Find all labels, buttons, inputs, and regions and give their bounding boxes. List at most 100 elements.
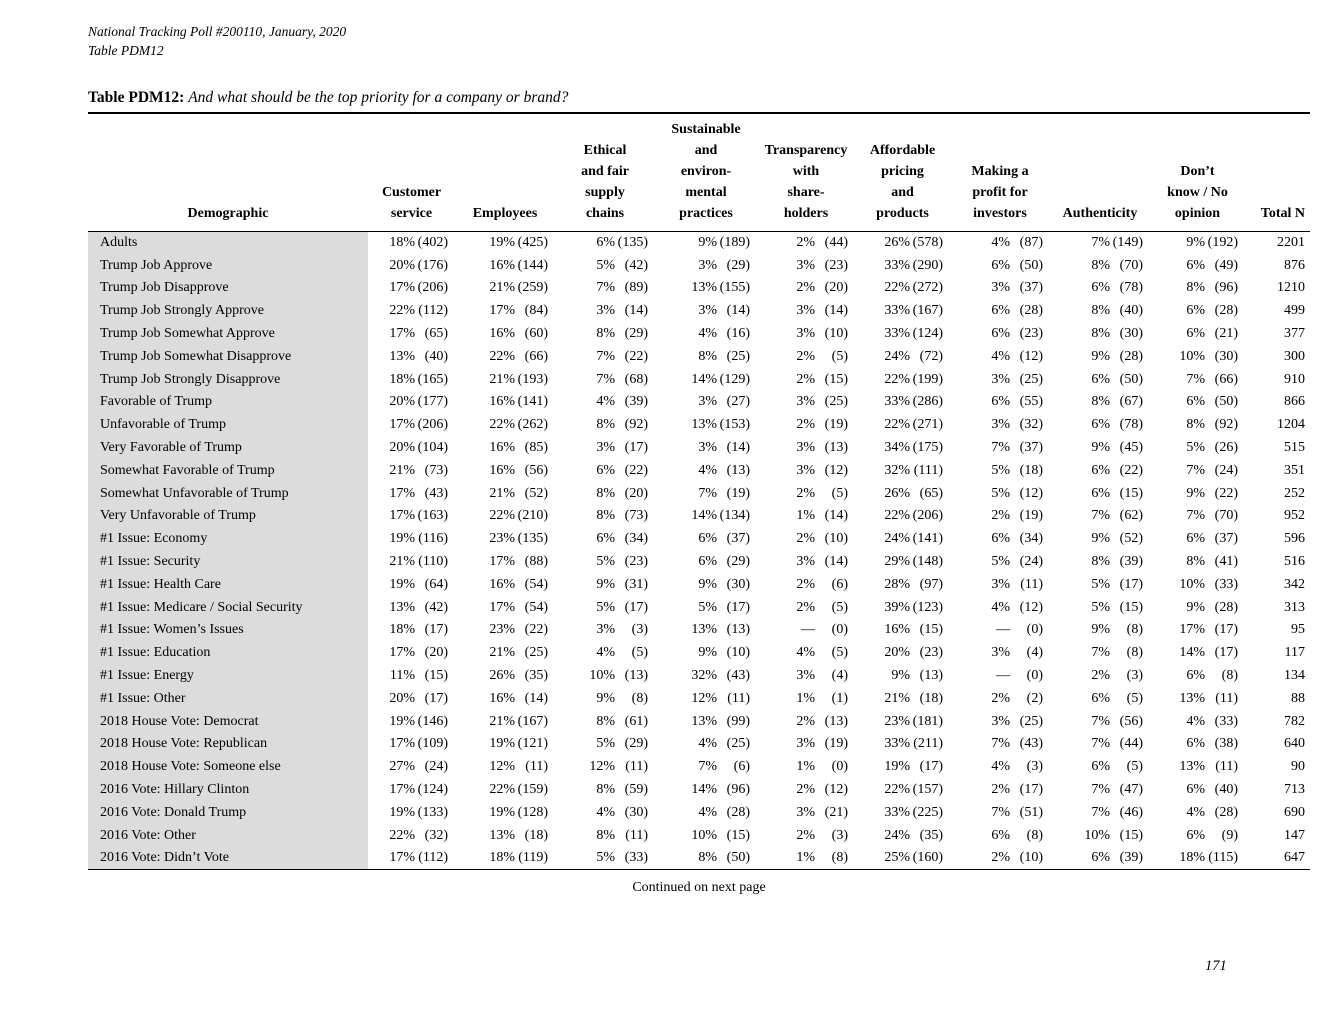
count-value: (17) <box>624 599 648 615</box>
percent-value: 22% <box>389 303 415 319</box>
demographic-label: 2016 Vote: Didn’t Vote <box>88 847 368 871</box>
percent-value: 7% <box>991 440 1010 456</box>
percent-value: 17% <box>389 485 415 501</box>
stat-cell: 17% (206) <box>368 277 455 300</box>
count-value: (42) <box>424 599 448 615</box>
stat-cell: 12% (11) <box>455 756 555 779</box>
stat-cell: 19% (425) <box>455 232 555 255</box>
percent-value: 7% <box>1186 371 1205 387</box>
stat-cell: 8% (96) <box>1150 277 1245 300</box>
percent-value: 22% <box>884 508 910 524</box>
count-value: (19) <box>726 485 750 501</box>
percent-value: 9% <box>1186 599 1205 615</box>
percent-value: 29% <box>884 554 910 570</box>
percent-value: 6% <box>596 531 615 547</box>
count-value: (87) <box>1019 235 1043 251</box>
stat-cell: 8% (39) <box>1050 551 1150 574</box>
stat-cell: 26% (65) <box>855 482 950 505</box>
stat-cell: 5% (26) <box>1150 437 1245 460</box>
percent-value: 32% <box>884 462 910 478</box>
stat-cell: 22% (32) <box>368 824 455 847</box>
percent-value: 6% <box>1186 394 1205 410</box>
percent-value: 12% <box>691 690 717 706</box>
count-value: (33) <box>624 850 648 866</box>
count-value: (43) <box>726 668 750 684</box>
count-value: (56) <box>524 462 548 478</box>
stat-cell: 6% (29) <box>655 551 757 574</box>
stat-cell: 22% (199) <box>855 368 950 391</box>
percent-value: 6% <box>991 827 1010 843</box>
count-value: (17) <box>1019 782 1043 798</box>
count-value: (68) <box>624 371 648 387</box>
percent-value: 2% <box>796 485 815 501</box>
stat-cell: 3% (3) <box>555 619 655 642</box>
percent-value: 19% <box>489 235 515 251</box>
count-value: (37) <box>1019 280 1043 296</box>
stat-cell: 14% (129) <box>655 368 757 391</box>
stat-cell: 19% (128) <box>455 801 555 824</box>
count-value: (206) <box>417 417 448 433</box>
table-row: Trump Job Strongly Disapprove 18% (165) 21%… <box>88 368 1310 392</box>
count-value: (157) <box>912 782 943 798</box>
stat-cell: 4% (16) <box>655 323 757 346</box>
percent-value: 6% <box>991 257 1010 273</box>
percent-value: 9% <box>698 576 717 592</box>
table-row: Very Favorable of Trump 20% (104) 16% (85) 3%… <box>88 436 1310 460</box>
percent-value: 3% <box>596 440 615 456</box>
count-value: (15) <box>919 622 943 638</box>
total-n-value: 952 <box>1284 508 1305 524</box>
count-value: (25) <box>1019 371 1043 387</box>
demographic-label: Trump Job Somewhat Disapprove <box>88 345 368 369</box>
percent-value: 7% <box>1091 713 1110 729</box>
percent-value: 12% <box>489 759 515 775</box>
percent-value: 5% <box>1186 440 1205 456</box>
percent-value: 21% <box>489 485 515 501</box>
percent-value: 3% <box>796 326 815 342</box>
percent-value: 17% <box>389 850 415 866</box>
percent-value: 6% <box>1186 326 1205 342</box>
demographic-label: Trump Job Strongly Approve <box>88 299 368 323</box>
demographic-label: #1 Issue: Education <box>88 641 368 665</box>
stat-cell: 14% (134) <box>655 505 757 528</box>
stat-cell: 9% (31) <box>555 573 655 596</box>
percent-value: 4% <box>1186 804 1205 820</box>
percent-value: 6% <box>1186 668 1205 684</box>
stat-cell: 33% (167) <box>855 300 950 323</box>
stat-cell: 26% (578) <box>855 232 950 255</box>
demographic-label: #1 Issue: Economy <box>88 527 368 551</box>
stat-cell: 2% (12) <box>757 779 855 802</box>
total-n-value: 516 <box>1284 554 1305 570</box>
table-row: 2016 Vote: Didn’t Vote 17% (112) 18% (119) 5%… <box>88 847 1310 871</box>
stat-cell: 5% (29) <box>555 733 655 756</box>
stat-cell: 20% (23) <box>855 642 950 665</box>
count-value: (17) <box>1119 576 1143 592</box>
stat-cell: 17% (124) <box>368 779 455 802</box>
stat-cell: 7% (43) <box>950 733 1050 756</box>
percent-value: 20% <box>389 394 415 410</box>
stat-cell: 9% (30) <box>655 573 757 596</box>
stat-cell: 17% (206) <box>368 414 455 437</box>
percent-value: 17% <box>489 554 515 570</box>
stat-cell: 39% (123) <box>855 596 950 619</box>
demographic-label: 2016 Vote: Other <box>88 824 368 848</box>
stat-cell: 13% (11) <box>1150 756 1245 779</box>
stat-cell: 33% (124) <box>855 323 950 346</box>
stat-cell: 5% (42) <box>555 254 655 277</box>
count-value: (12) <box>1019 485 1043 501</box>
table-ref-line: Table PDM12 <box>88 43 164 58</box>
count-value: (104) <box>417 440 448 456</box>
stat-cell: 22% (206) <box>855 505 950 528</box>
count-value: (11) <box>727 690 750 706</box>
percent-value: 8% <box>596 782 615 798</box>
percent-value: 9% <box>698 645 717 661</box>
demographic-label: Trump Job Somewhat Approve <box>88 322 368 346</box>
count-value: (19) <box>824 417 848 433</box>
stat-cell: 4% (30) <box>555 801 655 824</box>
count-value: (5) <box>1126 690 1143 706</box>
count-value: (160) <box>912 850 943 866</box>
stat-cell: 22% (271) <box>855 414 950 437</box>
count-value: (141) <box>912 531 943 547</box>
percent-value: 18% <box>1179 850 1205 866</box>
demographic-label: Somewhat Favorable of Trump <box>88 459 368 483</box>
stat-cell: 7% (51) <box>950 801 1050 824</box>
